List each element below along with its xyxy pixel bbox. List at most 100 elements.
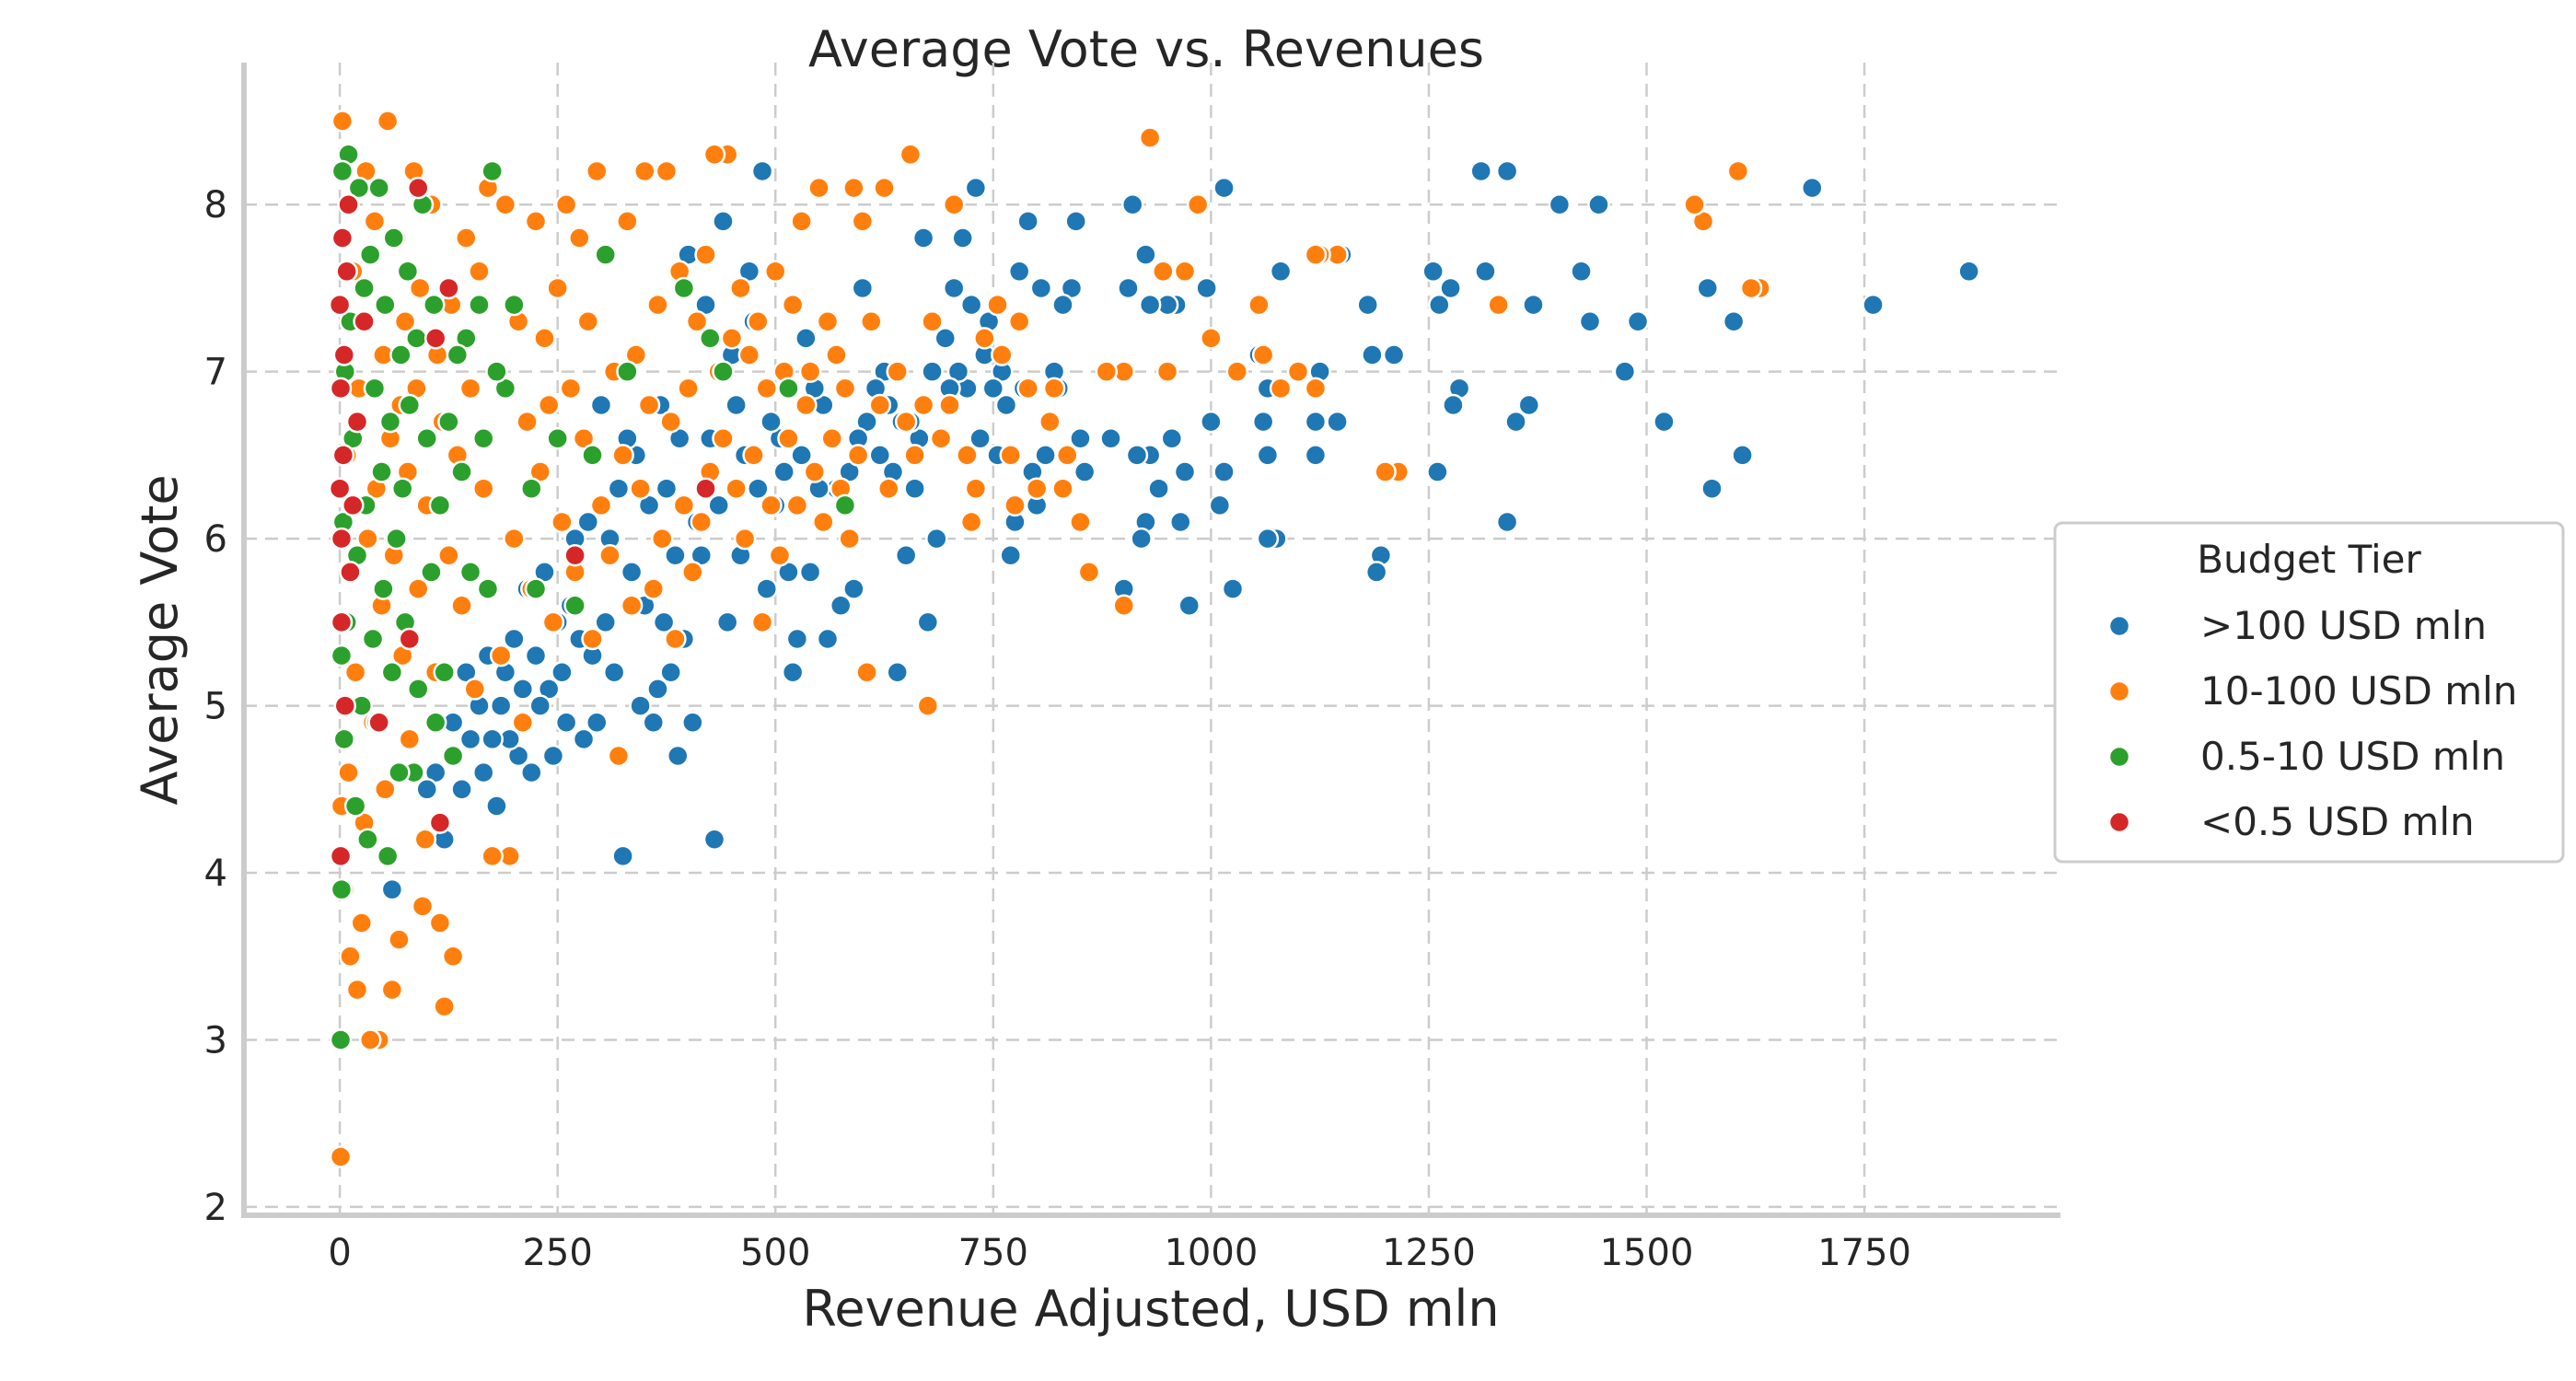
data-point [332, 343, 356, 366]
data-point [345, 410, 369, 434]
data-point [629, 477, 652, 500]
data-point [1025, 477, 1049, 500]
data-point [563, 594, 586, 617]
data-point [981, 377, 1005, 400]
data-point [1051, 293, 1074, 317]
data-point [1495, 159, 1519, 183]
data-point [1251, 410, 1275, 434]
data-point [611, 444, 634, 467]
data-point [398, 727, 422, 751]
data-point [672, 493, 696, 517]
data-point [589, 393, 613, 417]
data-point [1439, 276, 1462, 300]
data-point [1016, 210, 1039, 233]
data-point [694, 477, 717, 500]
legend-label: 10-100 USD mln [2200, 668, 2517, 714]
data-point [934, 327, 957, 350]
data-point [471, 760, 495, 784]
data-point [481, 727, 504, 751]
data-point [329, 377, 353, 400]
x-tick-label: 0 [328, 1232, 351, 1274]
x-tick-label: 1000 [1164, 1232, 1258, 1274]
y-axis-label: Average Vote [131, 474, 189, 805]
data-points [328, 110, 1980, 1168]
data-point [1256, 444, 1280, 467]
data-point [450, 778, 473, 801]
data-point [959, 293, 983, 317]
data-point [637, 393, 661, 417]
data-point [1073, 460, 1097, 483]
data-point [1957, 260, 1980, 284]
legend: Budget Tier >100 USD mln 10-100 USD mln 0.… [2053, 521, 2565, 864]
data-point [690, 510, 714, 534]
legend-title: Budget Tier [2197, 537, 2421, 582]
x-tick-label: 1500 [1600, 1232, 1694, 1274]
data-point [755, 577, 779, 600]
data-point [598, 544, 621, 567]
data-point [433, 994, 456, 1018]
data-point [825, 343, 848, 366]
data-point [616, 210, 639, 233]
data-point [655, 159, 679, 183]
data-point [685, 309, 709, 333]
data-point [361, 627, 385, 651]
data-point [1034, 444, 1057, 467]
data-point [911, 393, 935, 417]
data-point [585, 711, 609, 734]
data-point [568, 226, 591, 250]
data-point [411, 895, 435, 918]
data-point [999, 444, 1022, 467]
data-point [755, 377, 779, 400]
legend-label: 0.5-10 USD mln [2200, 734, 2505, 779]
data-point [396, 260, 420, 284]
data-point [330, 527, 354, 551]
data-point [1077, 561, 1101, 584]
data-point [1356, 293, 1379, 317]
data-point [1683, 192, 1706, 216]
data-point [729, 276, 752, 300]
data-point [886, 360, 909, 383]
data-point [331, 444, 355, 467]
data-point [602, 661, 626, 684]
data-point [471, 427, 495, 450]
data-point [1726, 159, 1750, 183]
data-point [1125, 444, 1149, 467]
data-point [358, 243, 382, 266]
data-point [1487, 293, 1510, 317]
data-point [1286, 360, 1310, 383]
data-point [388, 928, 411, 951]
data-point [1548, 192, 1572, 216]
data-point [441, 945, 465, 969]
data-point [424, 327, 447, 350]
data-point [393, 309, 417, 333]
legend-items: >100 USD mln 10-100 USD mln 0.5-10 USD mln… [2107, 603, 2517, 844]
data-point [991, 343, 1014, 366]
data-point [795, 393, 818, 417]
data-point [666, 744, 690, 768]
data-point [777, 427, 800, 450]
data-point [428, 493, 452, 517]
data-point [1155, 360, 1179, 383]
data-point [1178, 594, 1201, 617]
data-point [333, 694, 357, 717]
data-point [554, 192, 578, 216]
legend-marker [2107, 745, 2131, 769]
data-point [807, 176, 830, 200]
y-tick-label: 6 [204, 518, 227, 561]
data-point [894, 410, 918, 434]
data-point [798, 561, 822, 584]
data-point [485, 360, 508, 383]
data-point [1626, 309, 1650, 333]
data-point [1326, 410, 1349, 434]
data-point [1722, 309, 1746, 333]
data-point [437, 276, 460, 300]
data-point [455, 226, 478, 250]
data-point [437, 410, 460, 434]
data-point [382, 226, 406, 250]
data-point [380, 877, 404, 901]
data-point [329, 1145, 353, 1168]
data-point [481, 844, 504, 868]
data-point [1801, 176, 1824, 200]
data-point [520, 477, 543, 500]
